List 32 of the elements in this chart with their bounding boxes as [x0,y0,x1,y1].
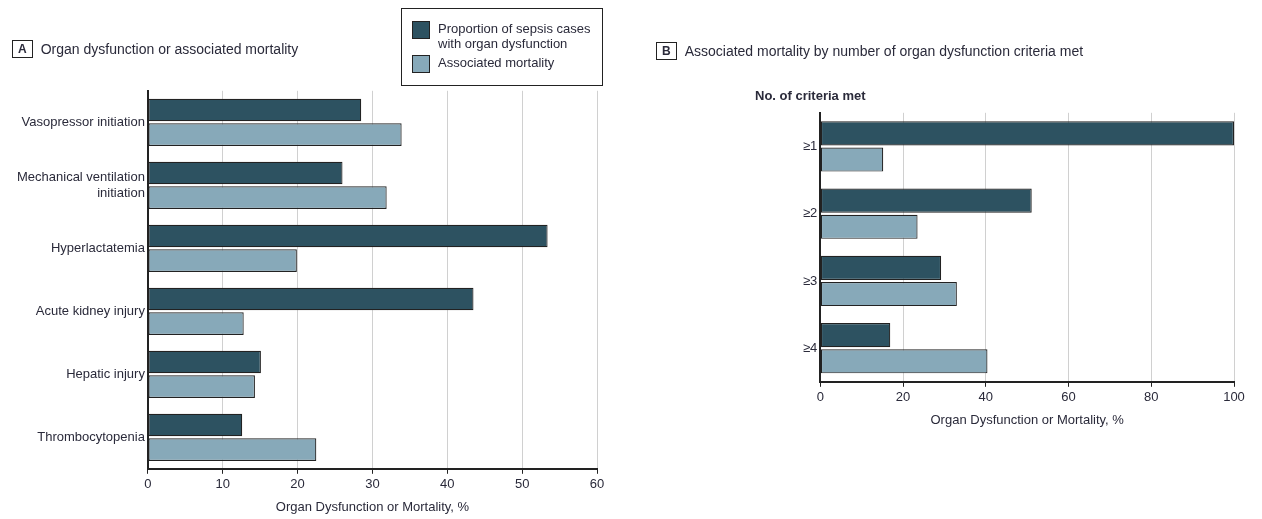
y-axis-title: No. of criteria met [755,88,866,103]
x-tick-label: 30 [365,476,380,492]
x-tick-label: 60 [1061,389,1076,405]
chart-title: Associated mortality by number of organ dysfunction criteria met [684,43,1084,59]
y-tick-label: Vasopressor initiation [21,113,145,129]
x-tick-label: 20 [290,476,305,492]
x-tick-label: 10 [215,476,230,492]
x-tick-label: 50 [514,476,530,492]
y-tick-label: Acute kidney injury [35,302,146,318]
y-tick-label: Hepatic injury [66,365,146,381]
x-tick-label: 40 [978,389,994,405]
y-tick-label: Mechanical ventilation initiation [17,169,145,200]
x-axis-title: Organ Dysfunction or Mortality, % [275,498,470,514]
y-tick-label: ≥3 [802,272,818,288]
x-tick-label: 0 [816,389,824,405]
x-axis-title: Organ Dysfunction or Mortality, % [930,411,1125,427]
x-tick-label: 40 [440,476,455,492]
legend-label: Associated mortality [438,55,555,70]
y-tick-label: Thrombocytopenia [37,428,146,444]
x-tick-label: 100 [1223,389,1245,405]
y-tick-label: ≥4 [802,339,818,355]
x-tick-label: 60 [589,476,605,492]
x-tick-label: 80 [1144,389,1159,405]
x-tick-label: 0 [144,476,152,492]
text: A [12,40,33,58]
x-tick-label: 20 [895,389,911,405]
text: B [656,42,677,60]
y-tick-label: ≥2 [802,205,818,221]
y-tick-label: Hyperlactatemia [50,239,146,255]
legend-label: Proportion of sepsis cases with organ dysfunction [438,21,592,51]
chart-title: Organ dysfunction or associated mortality [40,41,299,57]
y-tick-label: ≥1 [802,138,818,153]
